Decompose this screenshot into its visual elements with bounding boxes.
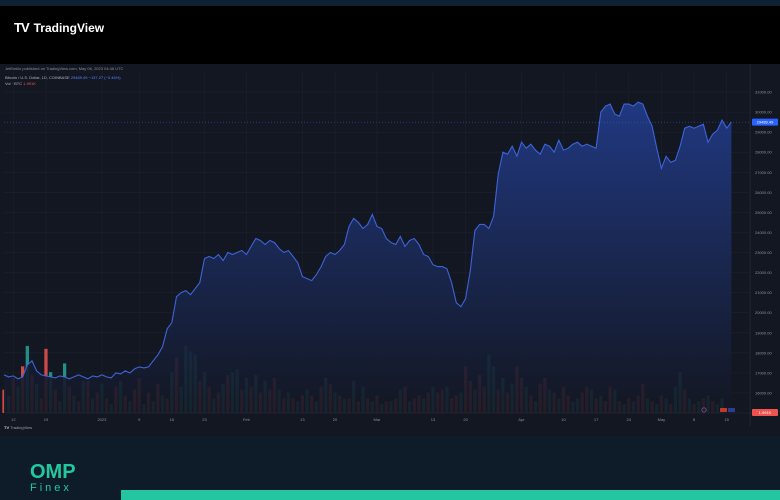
x-tick-label: 13 [300, 417, 305, 422]
y-tick-label: 22000.00 [755, 270, 772, 275]
price-line [3, 101, 732, 380]
x-tick-label: 19 [44, 417, 49, 422]
tradingview-logo-text: TradingView [33, 20, 105, 35]
y-tick-label: 26000.00 [755, 190, 772, 195]
footer-brand: TV TradingView [4, 425, 33, 430]
footer-brand-text: TradingView [10, 425, 33, 430]
y-tick-label: 17000.00 [755, 370, 772, 375]
x-tick-label: 16 [170, 417, 175, 422]
y-tick-label: 31000.00 [755, 90, 772, 95]
x-tick-label: 20 [333, 417, 338, 422]
y-tick-label: 19000.00 [755, 330, 772, 335]
price-area [4, 102, 732, 413]
y-tick-label: 20000.00 [755, 310, 772, 315]
tradingview-logo-icon: TV [14, 20, 30, 35]
bottom-area: OMP Finex [0, 436, 780, 500]
y-tick-label: 29000.00 [755, 130, 772, 135]
tradingview-logo[interactable]: TV TradingView [14, 20, 104, 35]
x-tick-label: Apr [518, 417, 525, 422]
flag-marker-icon [728, 408, 735, 412]
x-tick-label: 2023 [97, 417, 107, 422]
y-tick-label: 16000.00 [755, 390, 772, 395]
omp-finex-logo: OMP Finex [30, 462, 76, 494]
y-tick-label: 25000.00 [755, 210, 772, 215]
symbol-label: Bitcoin / U.S. Dollar, 1D, COINBASE [5, 75, 70, 80]
y-tick-label: 23000.00 [755, 250, 772, 255]
symbol-value: 29489.49 −137.27 (−0.46%) [70, 75, 121, 80]
chart-panel[interactable]: 16000.00 17000.00 18000.00 19000.00 20000.00… [0, 64, 780, 436]
x-tick-label: 10 [561, 417, 566, 422]
volume-tag-label: 1.991K [759, 410, 772, 415]
accent-bar [121, 490, 780, 500]
finex-logo-text: Finex [30, 482, 72, 494]
price-tag-label: 29489.49 [757, 120, 774, 125]
x-tick-label: 13 [431, 417, 436, 422]
tradingview-header: TV TradingView [0, 6, 780, 64]
x-tick-label: Feb [243, 417, 251, 422]
top-strip [0, 0, 780, 6]
x-tick-label: 9 [138, 417, 141, 422]
x-tick-label: 15 [724, 417, 729, 422]
omp-logo-text: OMP [30, 461, 76, 483]
y-tick-label: 18000.00 [755, 350, 772, 355]
x-tick-label: 24 [627, 417, 632, 422]
price-tag [752, 118, 778, 126]
x-tick-label: May [658, 417, 666, 422]
chart-legend: Bitcoin / U.S. Dollar, 1D, COINBASE 2948… [5, 75, 121, 87]
y-tick-label: 24000.00 [755, 230, 772, 235]
x-tick-label: 20 [463, 417, 468, 422]
volume-legend: Vol · BTC 1.991K [5, 81, 121, 87]
x-tick-label: Mar [374, 417, 382, 422]
symbol-legend: Bitcoin / U.S. Dollar, 1D, COINBASE 2948… [5, 75, 121, 81]
y-tick-label: 21000.00 [755, 290, 772, 295]
flag-marker-icon [720, 408, 727, 412]
x-tick-label: 23 [202, 417, 207, 422]
volume-value: 1.991K [23, 81, 36, 86]
y-tick-label: 28000.00 [755, 150, 772, 155]
event-marker-icon [701, 407, 707, 413]
published-info: JetEmilio published on TradingView.com, … [5, 66, 124, 71]
y-tick-label: 27000.00 [755, 170, 772, 175]
x-tick-label: 17 [594, 417, 599, 422]
y-tick-label: 30000.00 [755, 110, 772, 115]
x-tick-label: 8 [693, 417, 696, 422]
price-chart[interactable]: 16000.00 17000.00 18000.00 19000.00 20000.00… [0, 64, 780, 436]
x-tick-label: 12 [11, 417, 16, 422]
volume-tag [752, 409, 778, 416]
volume-label: Vol · BTC [5, 81, 23, 86]
